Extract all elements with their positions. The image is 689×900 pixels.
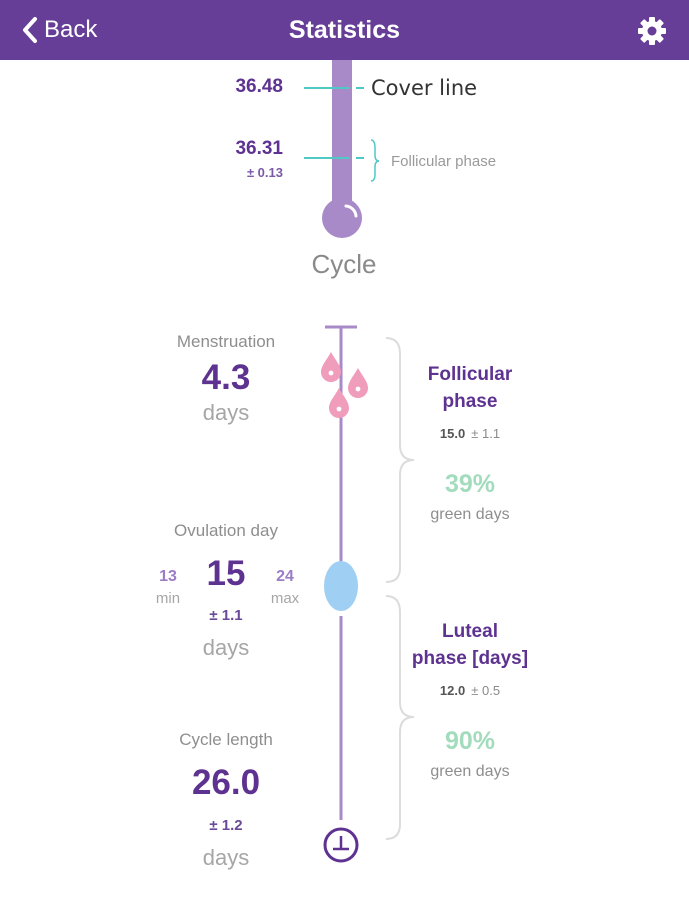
follicular-temp-value: 36.31 <box>235 138 283 159</box>
ovulation-label: Ovulation day <box>174 521 278 540</box>
thermometer-tube <box>332 60 352 210</box>
follicular-temp-label: Follicular phase <box>391 153 497 170</box>
blood-drop-icon <box>321 352 368 418</box>
ovulation-dev: ± 1.1 <box>209 607 243 624</box>
luteal-phase-title: Luteal phase [days] <box>390 618 550 672</box>
menstruation-unit: days <box>202 400 250 425</box>
follicular-bracket <box>370 139 380 182</box>
cover-line-value: 36.48 <box>235 76 283 97</box>
follicular-phase-stat: 15.0 ± 1.1 <box>390 426 550 441</box>
luteal-phase-mean: 12.0 <box>439 683 466 698</box>
ovulation-max-label: max <box>270 590 300 607</box>
follicular-phase-bracket <box>385 337 415 583</box>
luteal-green-label: green days <box>430 763 510 780</box>
menstruation-value: 4.3 <box>201 358 251 397</box>
follicular-phase-title: Follicular phase <box>390 361 550 415</box>
ovulation-min-value: 13 <box>159 568 177 585</box>
ovulation-value: 15 <box>206 554 246 593</box>
cycle-length-dev: ± 1.2 <box>209 817 243 834</box>
luteal-phase-bracket <box>385 595 415 840</box>
back-button[interactable]: Back <box>22 14 97 46</box>
chevron-left-icon <box>23 17 37 43</box>
thermometer-caption: Cycle <box>311 249 377 279</box>
thermometer-graphic <box>304 60 380 238</box>
luteal-phase-title-line2: phase [days] <box>411 648 529 669</box>
cover-line-label: Cover line <box>371 76 478 100</box>
luteal-phase-title-line1: Luteal <box>442 621 498 642</box>
cycle-length-label: Cycle length <box>179 730 273 749</box>
follicular-phase-title-line1: Follicular <box>427 364 513 385</box>
gear-icon[interactable] <box>638 17 666 45</box>
back-label: Back <box>44 16 98 43</box>
ovulation-min-label: min <box>155 590 181 607</box>
cycle-length-value: 26.0 <box>191 763 261 802</box>
follicular-phase-mean: 15.0 <box>439 426 466 441</box>
follicular-phase-title-line2: phase <box>442 391 498 412</box>
follicular-phase-dev: ± 1.1 <box>471 426 501 441</box>
menstruation-label: Menstruation <box>176 332 276 351</box>
luteal-green-pct: 90% <box>444 727 496 755</box>
thermometer-bulb <box>322 198 362 238</box>
egg-icon <box>324 561 358 611</box>
follicular-green-pct: 39% <box>444 470 496 498</box>
page-title: Statistics <box>288 16 401 44</box>
luteal-phase-dev: ± 0.5 <box>471 683 501 698</box>
cycle-length-unit: days <box>202 845 250 870</box>
follicular-temp-dev: ± 0.13 <box>246 165 283 180</box>
follicular-green-label: green days <box>430 506 510 523</box>
luteal-phase-stat: 12.0 ± 0.5 <box>390 683 550 698</box>
cycle-timeline <box>321 325 415 863</box>
app-header: Back Statistics <box>0 0 689 60</box>
ovulation-max-value: 24 <box>276 568 294 585</box>
ovulation-unit: days <box>202 635 250 660</box>
